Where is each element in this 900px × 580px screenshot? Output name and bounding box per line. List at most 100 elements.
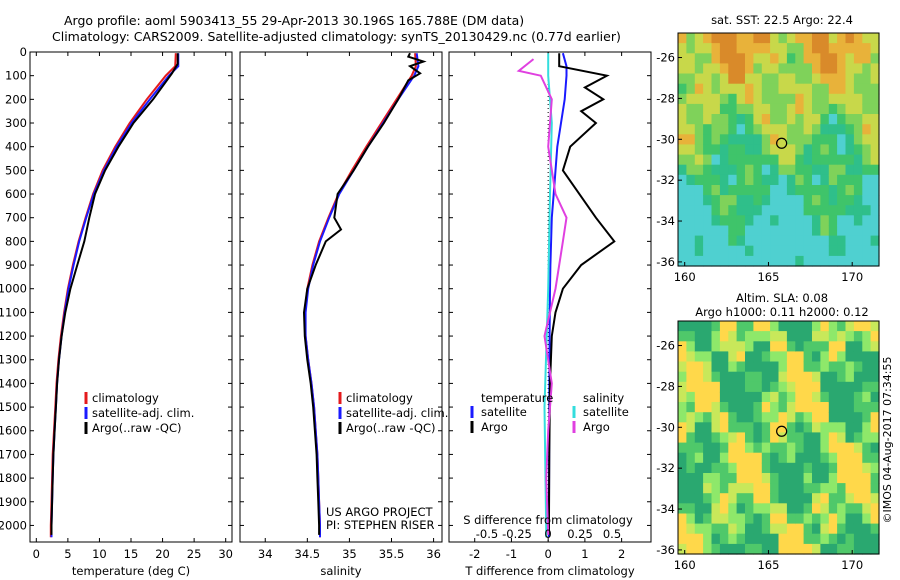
sst_map-cell bbox=[845, 53, 855, 64]
sla_map-cell bbox=[745, 412, 754, 423]
sla_map-cell bbox=[719, 321, 729, 332]
sla_map-cell bbox=[711, 523, 721, 535]
sst_map-cell bbox=[862, 53, 872, 64]
sst_map-cell bbox=[678, 103, 687, 115]
sla_map-cell bbox=[795, 331, 805, 342]
sst_map-cell bbox=[745, 134, 754, 145]
sla_map-cell bbox=[820, 513, 830, 525]
sla_map-cell bbox=[837, 341, 847, 352]
sla_map-ytick-label: -36 bbox=[656, 543, 675, 557]
sla_map-cell bbox=[686, 402, 696, 413]
sla_map-cell bbox=[845, 462, 855, 474]
salinity-xtick-label: 35 bbox=[342, 547, 357, 561]
sla_map-cell bbox=[812, 503, 821, 514]
sla_map-cell bbox=[686, 513, 696, 525]
sla_map-cell bbox=[728, 543, 738, 555]
sla_map-cell bbox=[812, 513, 821, 525]
sst_map-cell bbox=[736, 195, 746, 206]
sst_map-cell bbox=[795, 93, 805, 105]
sst_map-cell bbox=[728, 245, 738, 257]
sla_map-cell bbox=[795, 361, 805, 373]
sst_map-cell bbox=[761, 93, 771, 105]
sst_map-cell bbox=[753, 83, 763, 95]
sst_map-cell bbox=[711, 103, 721, 115]
sst_map-cell bbox=[853, 174, 863, 186]
sla_map-cell bbox=[736, 543, 746, 555]
sla_map-cell bbox=[837, 452, 847, 464]
sla_map-cell bbox=[753, 381, 763, 393]
depth-tick-label: 100 bbox=[5, 69, 27, 83]
sla_map-cell bbox=[837, 442, 847, 454]
sst_map-cell bbox=[853, 195, 863, 206]
sla_map-cell bbox=[837, 533, 847, 545]
sla_map-cell bbox=[686, 452, 696, 464]
sst_map-cell bbox=[837, 195, 847, 206]
sst_map-cell bbox=[753, 124, 763, 135]
sla_map-cell bbox=[770, 442, 780, 454]
sla_map-cell bbox=[728, 331, 738, 342]
sst_map-cell bbox=[803, 174, 813, 186]
sla_map-cell bbox=[703, 523, 713, 535]
sla_map-cell bbox=[778, 422, 788, 433]
sla_map-cell bbox=[711, 351, 721, 363]
depth-tick-label: 1100 bbox=[0, 305, 27, 319]
sst_map-cell bbox=[686, 93, 696, 105]
sla_map-cell bbox=[795, 412, 805, 423]
sla_map-cell bbox=[786, 402, 796, 413]
sst_map-cell bbox=[761, 174, 771, 186]
sst_map-cell bbox=[828, 205, 838, 216]
sla_map-cell bbox=[745, 533, 754, 545]
sla_map-cell bbox=[812, 543, 821, 555]
sst_map-cell bbox=[845, 63, 855, 75]
sla_map-cell bbox=[845, 473, 855, 484]
sla_map-cell bbox=[686, 381, 696, 393]
sla_map-cell bbox=[845, 483, 855, 494]
sla_map-cell bbox=[828, 513, 838, 525]
sst_map-cell bbox=[828, 195, 838, 206]
sst_map-cell bbox=[845, 33, 855, 44]
sst_map-cell bbox=[686, 255, 696, 267]
sla_map-cell bbox=[736, 503, 746, 514]
sla_map-cell bbox=[837, 331, 847, 342]
sla_map-cell bbox=[736, 473, 746, 484]
sst_map-cell bbox=[837, 63, 847, 75]
sla_map-cell bbox=[828, 381, 838, 393]
sla_map-cell bbox=[786, 371, 796, 383]
sla_map-cell bbox=[820, 371, 830, 383]
sla_map-cell bbox=[719, 442, 729, 454]
sla_map-cell bbox=[745, 381, 754, 393]
sla_map-cell bbox=[678, 513, 687, 525]
sst_map-cell bbox=[719, 114, 729, 125]
sla_map-cell bbox=[795, 381, 805, 393]
sla_map-cell bbox=[761, 391, 771, 403]
sla_map-cell bbox=[761, 543, 771, 555]
sst_map-cell bbox=[761, 154, 771, 166]
sla_map-cell bbox=[728, 321, 738, 332]
sst_map-cell bbox=[728, 185, 738, 196]
sla_map-cell bbox=[678, 371, 687, 383]
sla_map-cell bbox=[736, 351, 746, 363]
sst_map-cell bbox=[837, 235, 847, 247]
sst_map-cell bbox=[803, 255, 813, 267]
sla_map-cell bbox=[828, 321, 838, 332]
sla_map-cell bbox=[719, 381, 729, 393]
sst_map-cell bbox=[853, 215, 863, 226]
sla_map-cell bbox=[728, 533, 738, 545]
sst_map-cell bbox=[786, 33, 796, 44]
sst_map-ytick-label: -34 bbox=[656, 214, 675, 228]
temperature-xtick-label: 0 bbox=[33, 547, 40, 561]
sst_map-cell bbox=[820, 154, 830, 166]
sla_map-cell bbox=[862, 493, 872, 504]
sst_map-cell bbox=[870, 114, 880, 125]
sla_map-cell bbox=[778, 533, 788, 545]
sla_map-cell bbox=[694, 432, 704, 444]
sla_map-cell bbox=[795, 452, 805, 464]
sla_map-cell bbox=[778, 331, 788, 342]
sla_map-cell bbox=[845, 391, 855, 403]
sst_map-cell bbox=[728, 235, 738, 247]
sla_map-cell bbox=[678, 351, 687, 363]
sla_map-cell bbox=[786, 321, 796, 332]
sla_map-cell bbox=[828, 402, 838, 413]
sla_map-cell bbox=[870, 473, 880, 484]
sst_map-cell bbox=[761, 114, 771, 125]
